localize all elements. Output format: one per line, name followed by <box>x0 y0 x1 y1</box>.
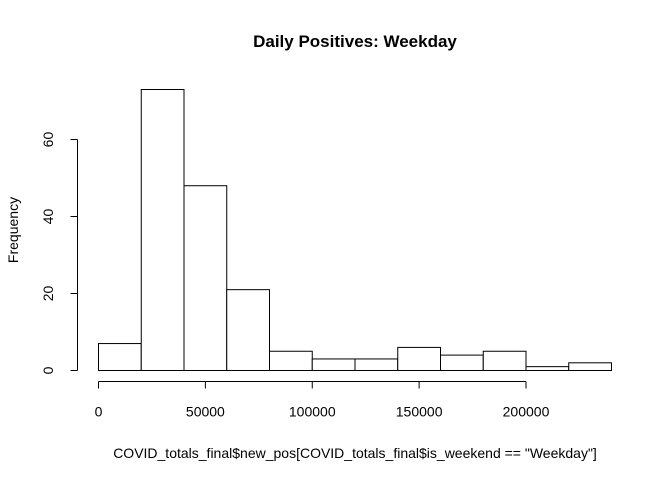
y-axis: 0 20 40 60 <box>40 132 78 374</box>
x-tick-label: 50000 <box>186 404 225 420</box>
histogram-bar <box>98 343 142 372</box>
histogram-bar <box>269 350 313 371</box>
x-tick-label: 0 <box>95 404 103 420</box>
histogram-bar <box>354 358 399 372</box>
histogram-bar <box>397 346 441 372</box>
y-tick-label: 60 <box>40 132 56 148</box>
histogram-bar <box>440 354 484 372</box>
histogram-bar <box>140 89 185 371</box>
x-tick-label: 100000 <box>289 404 336 420</box>
histogram-bar <box>183 185 228 371</box>
histogram-bar <box>226 289 270 372</box>
chart-title: Daily Positives: Weekday <box>253 32 457 51</box>
x-axis: 0 50000 100000 150000 200000 <box>95 381 550 420</box>
bars-group <box>98 89 612 372</box>
x-tick-label: 150000 <box>396 404 443 420</box>
x-axis-label: COVID_totals_final$new_pos[COVID_totals_… <box>113 445 597 461</box>
histogram-bar <box>525 366 570 372</box>
y-tick-label: 20 <box>40 286 56 302</box>
y-axis-label: Frequency <box>5 197 21 263</box>
y-tick-label: 0 <box>40 366 56 374</box>
y-tick-label: 40 <box>40 209 56 225</box>
histogram-bar <box>482 350 527 371</box>
histogram-bar <box>311 358 356 372</box>
histogram-bar <box>568 362 612 371</box>
x-tick-label: 200000 <box>503 404 550 420</box>
